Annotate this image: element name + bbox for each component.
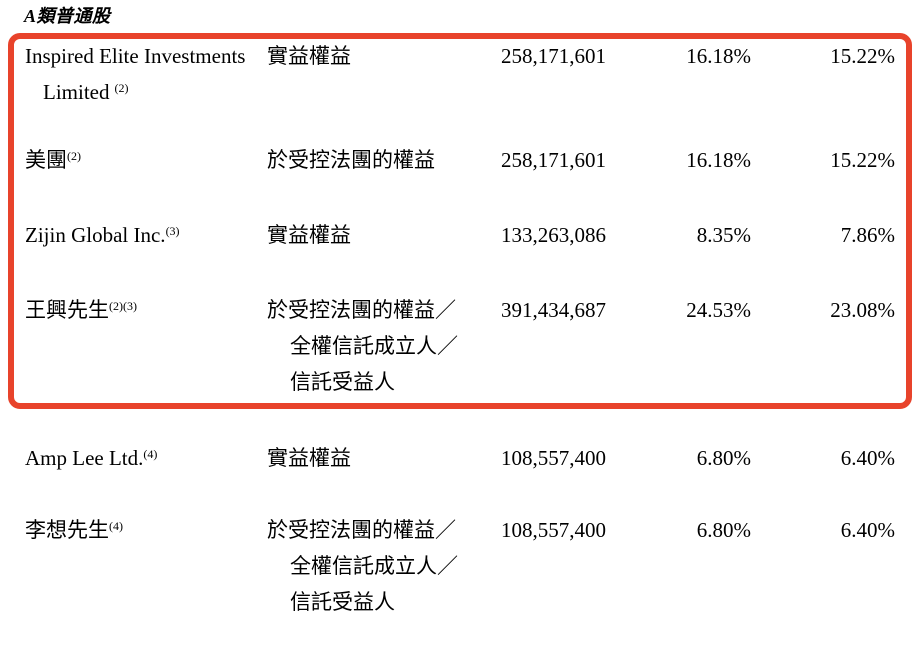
footnote-marker: (4) xyxy=(143,447,158,461)
nature-of-interest: 於受控法團的權益 xyxy=(267,148,435,172)
share-count: 258,171,601 xyxy=(501,44,606,68)
table-row: Zijin Global Inc.(3) 實益權益 133,263,086 8.… xyxy=(25,217,895,253)
shareholder-name-line2: Limited (2) xyxy=(43,80,129,104)
shareholder-name: 美團(2) xyxy=(25,148,81,172)
footnote-marker: (2) xyxy=(67,149,81,163)
total-percentage: 15.22% xyxy=(830,148,895,172)
total-percentage: 7.86% xyxy=(840,223,895,247)
nature-of-interest: 於受控法團的權益／ 全權信託成立人／ 信託受益人 xyxy=(267,298,458,394)
shareholder-name-line1: Inspired Elite Investments xyxy=(25,44,246,68)
nature-of-interest: 實益權益 xyxy=(267,446,351,470)
section-title: A類普通股 xyxy=(24,6,111,26)
share-count: 108,557,400 xyxy=(501,518,606,542)
footnote-marker: (3) xyxy=(165,224,180,238)
shareholder-name: 李想先生(4) xyxy=(25,518,123,542)
share-count: 108,557,400 xyxy=(501,446,606,470)
nature-of-interest: 於受控法團的權益／ 全權信託成立人／ 信託受益人 xyxy=(267,518,458,614)
share-count: 391,434,687 xyxy=(501,298,606,322)
total-percentage: 6.40% xyxy=(840,446,895,470)
class-a-percentage: 8.35% xyxy=(696,223,751,247)
class-a-percentage: 24.53% xyxy=(686,298,751,322)
shareholder-name: Zijin Global Inc.(3) xyxy=(25,223,180,247)
shareholder-name: Inspired Elite Investments Limited (2) xyxy=(25,38,267,110)
share-count: 258,171,601 xyxy=(501,148,606,172)
total-percentage: 23.08% xyxy=(830,298,895,322)
shareholder-name: 王興先生(2)(3) xyxy=(25,298,137,322)
table-row: Amp Lee Ltd.(4) 實益權益 108,557,400 6.80% 6… xyxy=(25,440,895,476)
total-percentage: 6.40% xyxy=(840,518,895,542)
class-a-percentage: 6.80% xyxy=(696,446,751,470)
table-row: 王興先生(2)(3) 於受控法團的權益／ 全權信託成立人／ 信託受益人 391,… xyxy=(25,292,895,400)
table-row: Inspired Elite Investments Limited (2) 實益… xyxy=(25,38,895,110)
footnote-marker: (4) xyxy=(109,519,123,533)
share-count: 133,263,086 xyxy=(501,223,606,247)
table-row: 李想先生(4) 於受控法團的權益／ 全權信託成立人／ 信託受益人 108,557… xyxy=(25,512,895,620)
footnote-marker: (2)(3) xyxy=(109,299,137,313)
shareholder-name: Amp Lee Ltd.(4) xyxy=(25,446,158,470)
table-row: 美團(2) 於受控法團的權益 258,171,601 16.18% 15.22% xyxy=(25,142,895,178)
total-percentage: 15.22% xyxy=(830,44,895,68)
class-a-percentage: 16.18% xyxy=(686,44,751,68)
nature-of-interest: 實益權益 xyxy=(267,223,351,247)
class-a-percentage: 6.80% xyxy=(696,518,751,542)
nature-of-interest: 實益權益 xyxy=(267,44,351,68)
footnote-marker: (2) xyxy=(114,81,129,95)
class-a-percentage: 16.18% xyxy=(686,148,751,172)
